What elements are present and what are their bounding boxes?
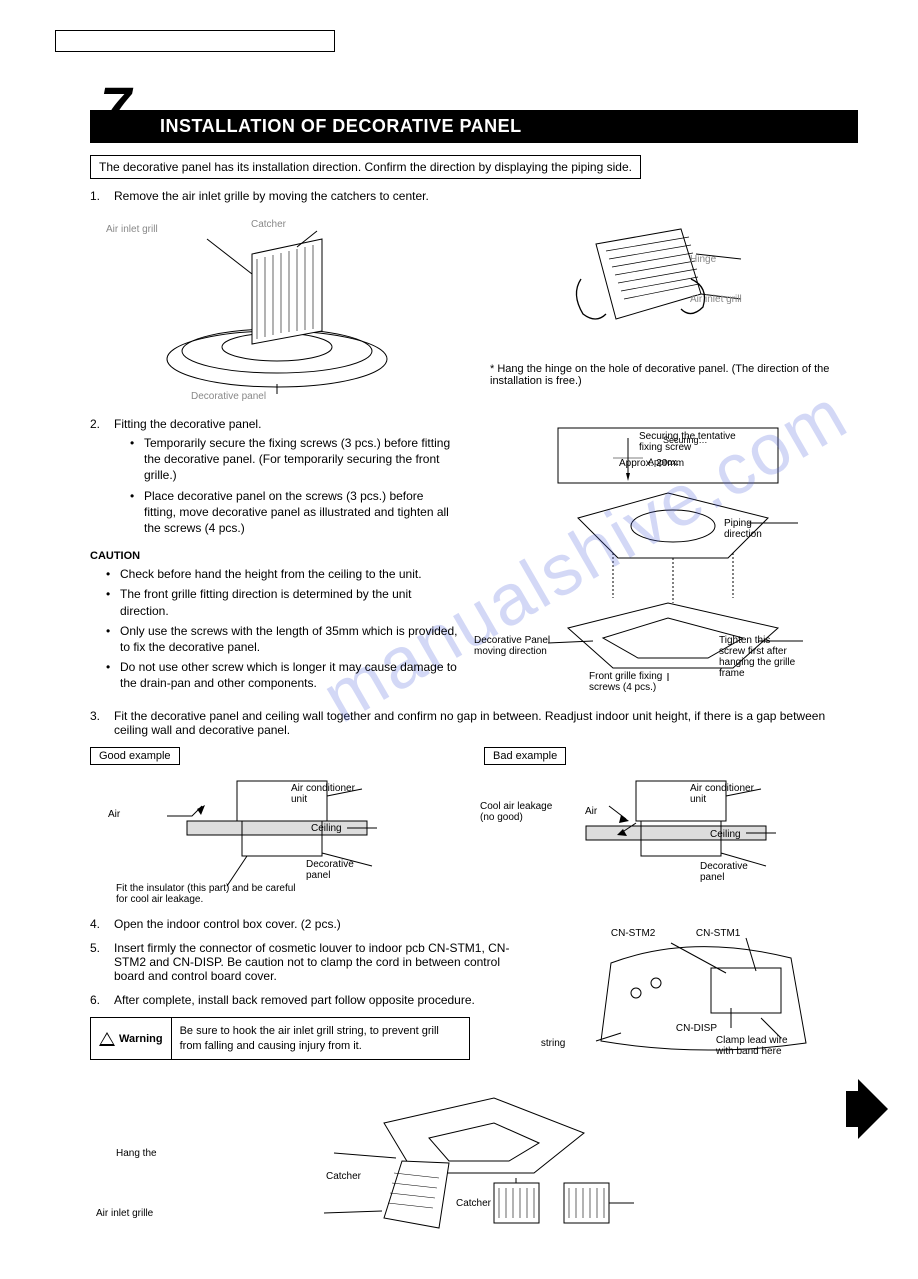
- label-cn-stm2: CN-STM2: [611, 928, 655, 939]
- step-3: 3. Fit the decorative panel and ceiling …: [90, 709, 858, 737]
- label-front-grille: Front grille fixing screws (4 pcs.): [589, 671, 689, 693]
- label-ceiling-good: Ceiling: [311, 823, 342, 834]
- intro-box: The decorative panel has its installatio…: [90, 155, 641, 179]
- step-4: 4. Open the indoor control box cover. (2…: [90, 917, 525, 931]
- step-4-text: Open the indoor control box cover. (2 pc…: [114, 917, 525, 931]
- caution-item-1: Check before hand the height from the ce…: [106, 566, 458, 582]
- label-ac-unit-good: Air conditioner unit: [291, 783, 361, 805]
- steps-456-left: 4. Open the indoor control box cover. (2…: [90, 917, 525, 1069]
- label-catcher-2: Catcher: [456, 1198, 491, 1209]
- label-tighten: Tighten this screw first after hanging t…: [719, 635, 799, 679]
- step-4-num: 4.: [90, 917, 114, 931]
- figure-pcb: CN-STM2 CN-STM1 CN-DISP string Clamp lea…: [545, 917, 858, 1069]
- label-cn-stm1: CN-STM1: [696, 928, 740, 939]
- label-string: string: [541, 1038, 565, 1049]
- step-3-text: Fit the decorative panel and ceiling wal…: [114, 709, 858, 737]
- label-securing: Securing the tentative fixing screw: [639, 431, 739, 453]
- label-panel-move: Decorative Panel moving direction: [474, 635, 564, 657]
- bad-example-label: Bad example: [484, 747, 566, 765]
- bad-example: Bad example Cool air leakage (no good): [484, 747, 858, 907]
- step-2-bullet-2: Place decorative panel on the screws (3 …: [130, 488, 458, 537]
- step-1-figures: Air inlet grill Catcher Decorative panel: [90, 213, 858, 405]
- good-example-label: Good example: [90, 747, 180, 765]
- step-6: 6. After complete, install back removed …: [90, 993, 525, 1007]
- warning-text: Be sure to hook the air inlet grill stri…: [172, 1018, 469, 1059]
- caution-item-3: Only use the screws with the length of 3…: [106, 623, 458, 655]
- label-cn-disp: CN-DISP: [676, 1023, 717, 1034]
- label-approx: Approx. 20mm: [619, 458, 684, 469]
- label-air-inlet-grill-2: Air inlet grill: [690, 294, 742, 305]
- step-1-text: Remove the air inlet grille by moving th…: [114, 189, 858, 203]
- section-number: 7: [100, 74, 131, 139]
- label-dec-panel-good: Decorative panel: [306, 859, 366, 881]
- warning-label-cell: Warning: [91, 1018, 172, 1059]
- step-5: 5. Insert firmly the connector of cosmet…: [90, 941, 525, 983]
- step-2-row: 2. Fitting the decorative panel. Tempora…: [90, 417, 858, 695]
- label-insulator: Fit the insulator (this part) and be car…: [116, 883, 306, 905]
- caution-item-2: The front grille fitting direction is de…: [106, 586, 458, 618]
- figure-hinge: Hinge Air inlet grill * Hang the hinge o…: [484, 213, 858, 405]
- step-3-examples: Good example Air conditioner unit Air: [90, 747, 858, 907]
- label-hinge: Hinge: [690, 254, 716, 265]
- label-decorative-panel: Decorative panel: [191, 391, 266, 402]
- section-title: INSTALLATION OF DECORATIVE PANEL: [90, 110, 858, 143]
- good-example: Good example Air conditioner unit Air: [90, 747, 464, 907]
- caution-list: Check before hand the height from the ce…: [90, 566, 458, 691]
- step-5-text: Insert firmly the connector of cosmetic …: [114, 941, 525, 983]
- step-2-left: 2. Fitting the decorative panel. Tempora…: [90, 417, 458, 695]
- label-air-bad: Air: [585, 806, 597, 817]
- label-catcher-1: Catcher: [326, 1171, 361, 1182]
- top-empty-box: [55, 30, 335, 52]
- step-6-num: 6.: [90, 993, 114, 1007]
- label-dec-panel-bad: Decorative panel: [700, 861, 760, 883]
- note-star: *: [490, 363, 494, 375]
- step-2-num: 2.: [90, 417, 114, 540]
- label-air-inlet-bottom: Air inlet grille: [96, 1208, 153, 1219]
- section-header: 7 INSTALLATION OF DECORATIVE PANEL: [90, 110, 858, 143]
- step-2-bullet-1: Temporarily secure the fixing screws (3 …: [130, 435, 458, 484]
- warning-box: Warning Be sure to hook the air inlet gr…: [90, 1017, 470, 1060]
- label-cool-air: Cool air leakage (no good): [480, 801, 560, 823]
- note-text: Hang the hinge on the hole of decorative…: [490, 363, 829, 387]
- label-hang: Hang the: [116, 1148, 157, 1159]
- label-air-inlet-grill: Air inlet grill: [106, 224, 158, 235]
- label-clamp: Clamp lead wire with band here: [716, 1035, 791, 1057]
- caution-item-4: Do not use other screw which is longer i…: [106, 659, 458, 691]
- figure-screw-panel: Securing… Approx. Securing the tentative…: [478, 417, 858, 695]
- content: manualshive.com The decorative panel has…: [90, 155, 858, 1239]
- label-ceiling-bad: Ceiling: [710, 829, 741, 840]
- step-2: 2. Fitting the decorative panel. Tempora…: [90, 417, 458, 540]
- label-air-good: Air: [108, 809, 120, 820]
- step-6-text: After complete, install back removed par…: [114, 993, 525, 1007]
- step-5-num: 5.: [90, 941, 114, 983]
- label-catcher: Catcher: [251, 219, 286, 230]
- warning-label: Warning: [119, 1033, 163, 1045]
- step-2-text: Fitting the decorative panel.: [114, 417, 458, 431]
- warning-icon: [99, 1032, 115, 1046]
- figure-bottom: Hang the Air inlet grille Catcher Catche…: [90, 1077, 858, 1239]
- caution-title: CAUTION: [90, 550, 458, 562]
- label-ac-unit-bad: Air conditioner unit: [690, 783, 760, 805]
- next-page-arrow-icon: [858, 1079, 888, 1139]
- step-3-num: 3.: [90, 709, 114, 737]
- steps-456-row: 4. Open the indoor control box cover. (2…: [90, 917, 858, 1069]
- figure-decorative-panel: Air inlet grill Catcher Decorative panel: [90, 213, 464, 405]
- step-1: 1. Remove the air inlet grille by moving…: [90, 189, 858, 203]
- step-1-num: 1.: [90, 189, 114, 203]
- label-piping: Piping direction: [724, 518, 784, 540]
